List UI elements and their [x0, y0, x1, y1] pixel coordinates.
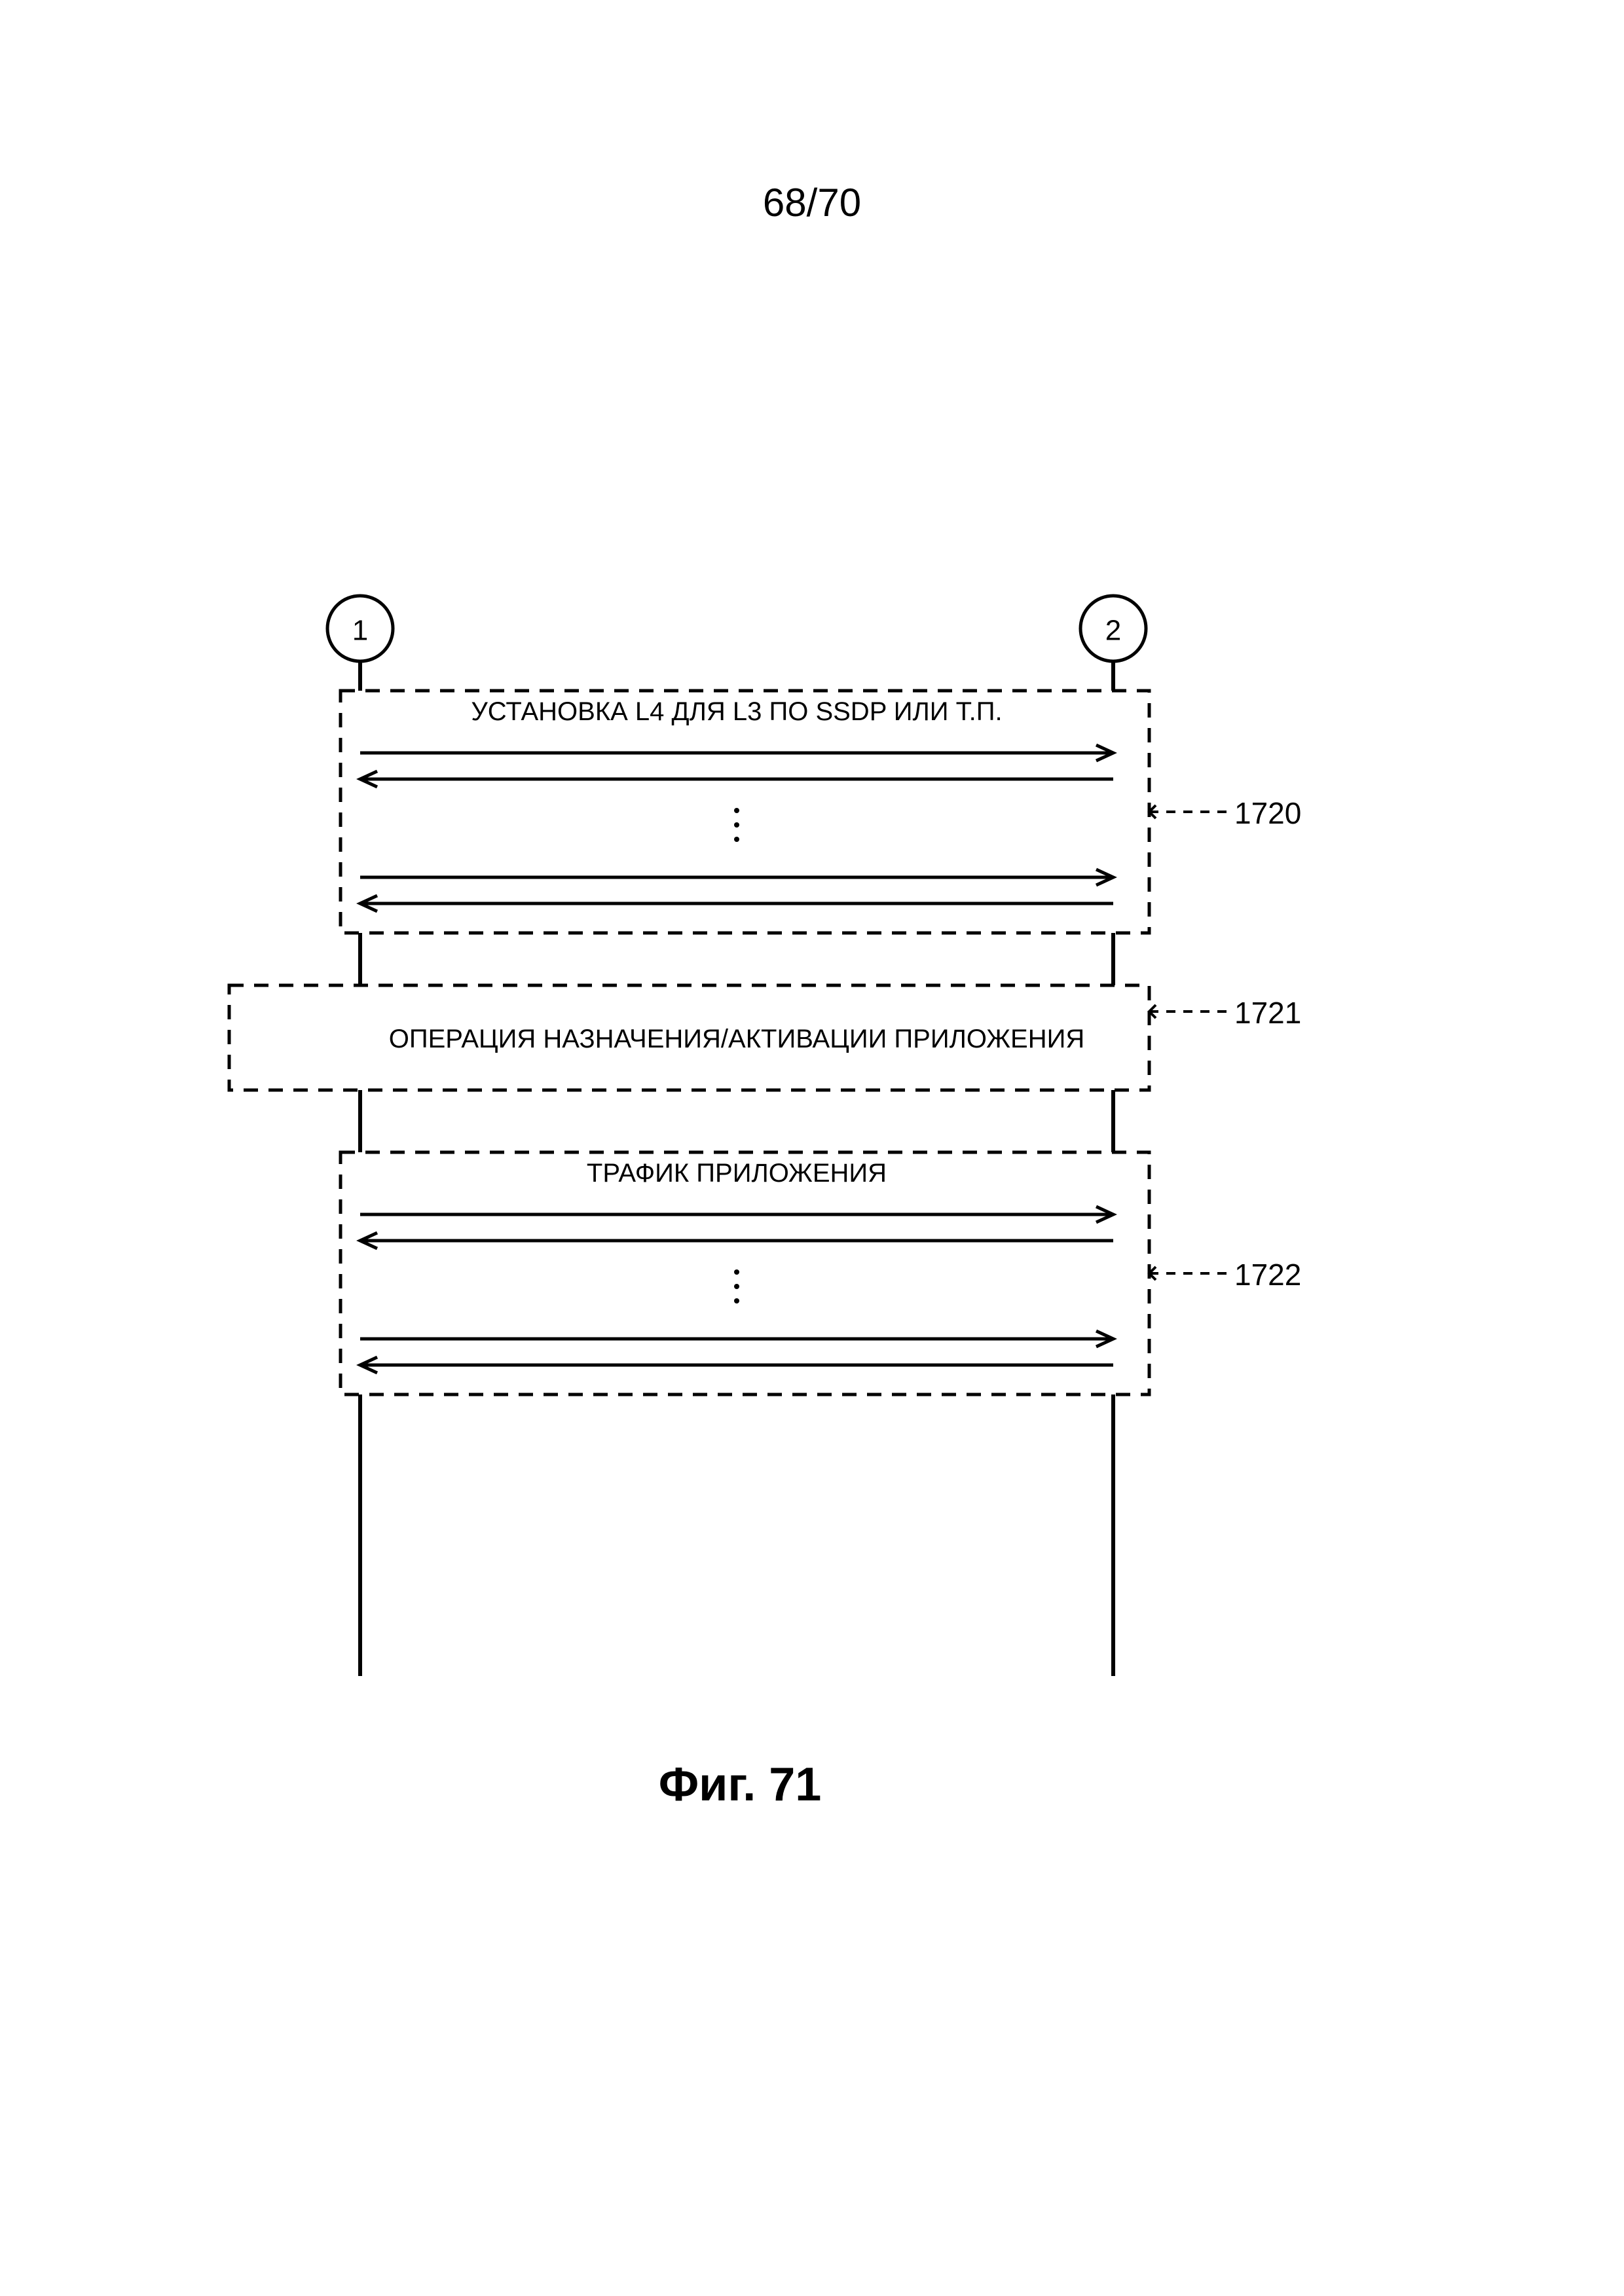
block-1720-ellipsis-dot — [734, 808, 739, 813]
block-1720-label: УСТАНОВКА L4 ДЛЯ L3 ПО SSDP ИЛИ Т.П. — [471, 697, 1002, 726]
block-1722-ellipsis-dot — [734, 1284, 739, 1289]
block-1721-label: ОПЕРАЦИЯ НАЗНАЧЕНИЯ/АКТИВАЦИИ ПРИЛОЖЕНИЯ — [389, 1025, 1084, 1053]
block-1721-refnum: 1721 — [1234, 996, 1301, 1030]
block-1720-refnum: 1720 — [1234, 796, 1301, 830]
actor-right-label: 2 — [1105, 615, 1121, 647]
block-1722-label: ТРАФИК ПРИЛОЖЕНИЯ — [587, 1159, 887, 1188]
block-1720-ellipsis-dot — [734, 822, 739, 828]
page-header: 68/70 — [763, 181, 861, 225]
actor-left-label: 1 — [352, 615, 368, 647]
block-1722-refnum: 1722 — [1234, 1258, 1301, 1292]
figure-caption: Фиг. 71 — [659, 1758, 822, 1811]
block-1722-ellipsis-dot — [734, 1298, 739, 1303]
block-1720-ellipsis-dot — [734, 837, 739, 842]
block-1722-ellipsis-dot — [734, 1269, 739, 1275]
